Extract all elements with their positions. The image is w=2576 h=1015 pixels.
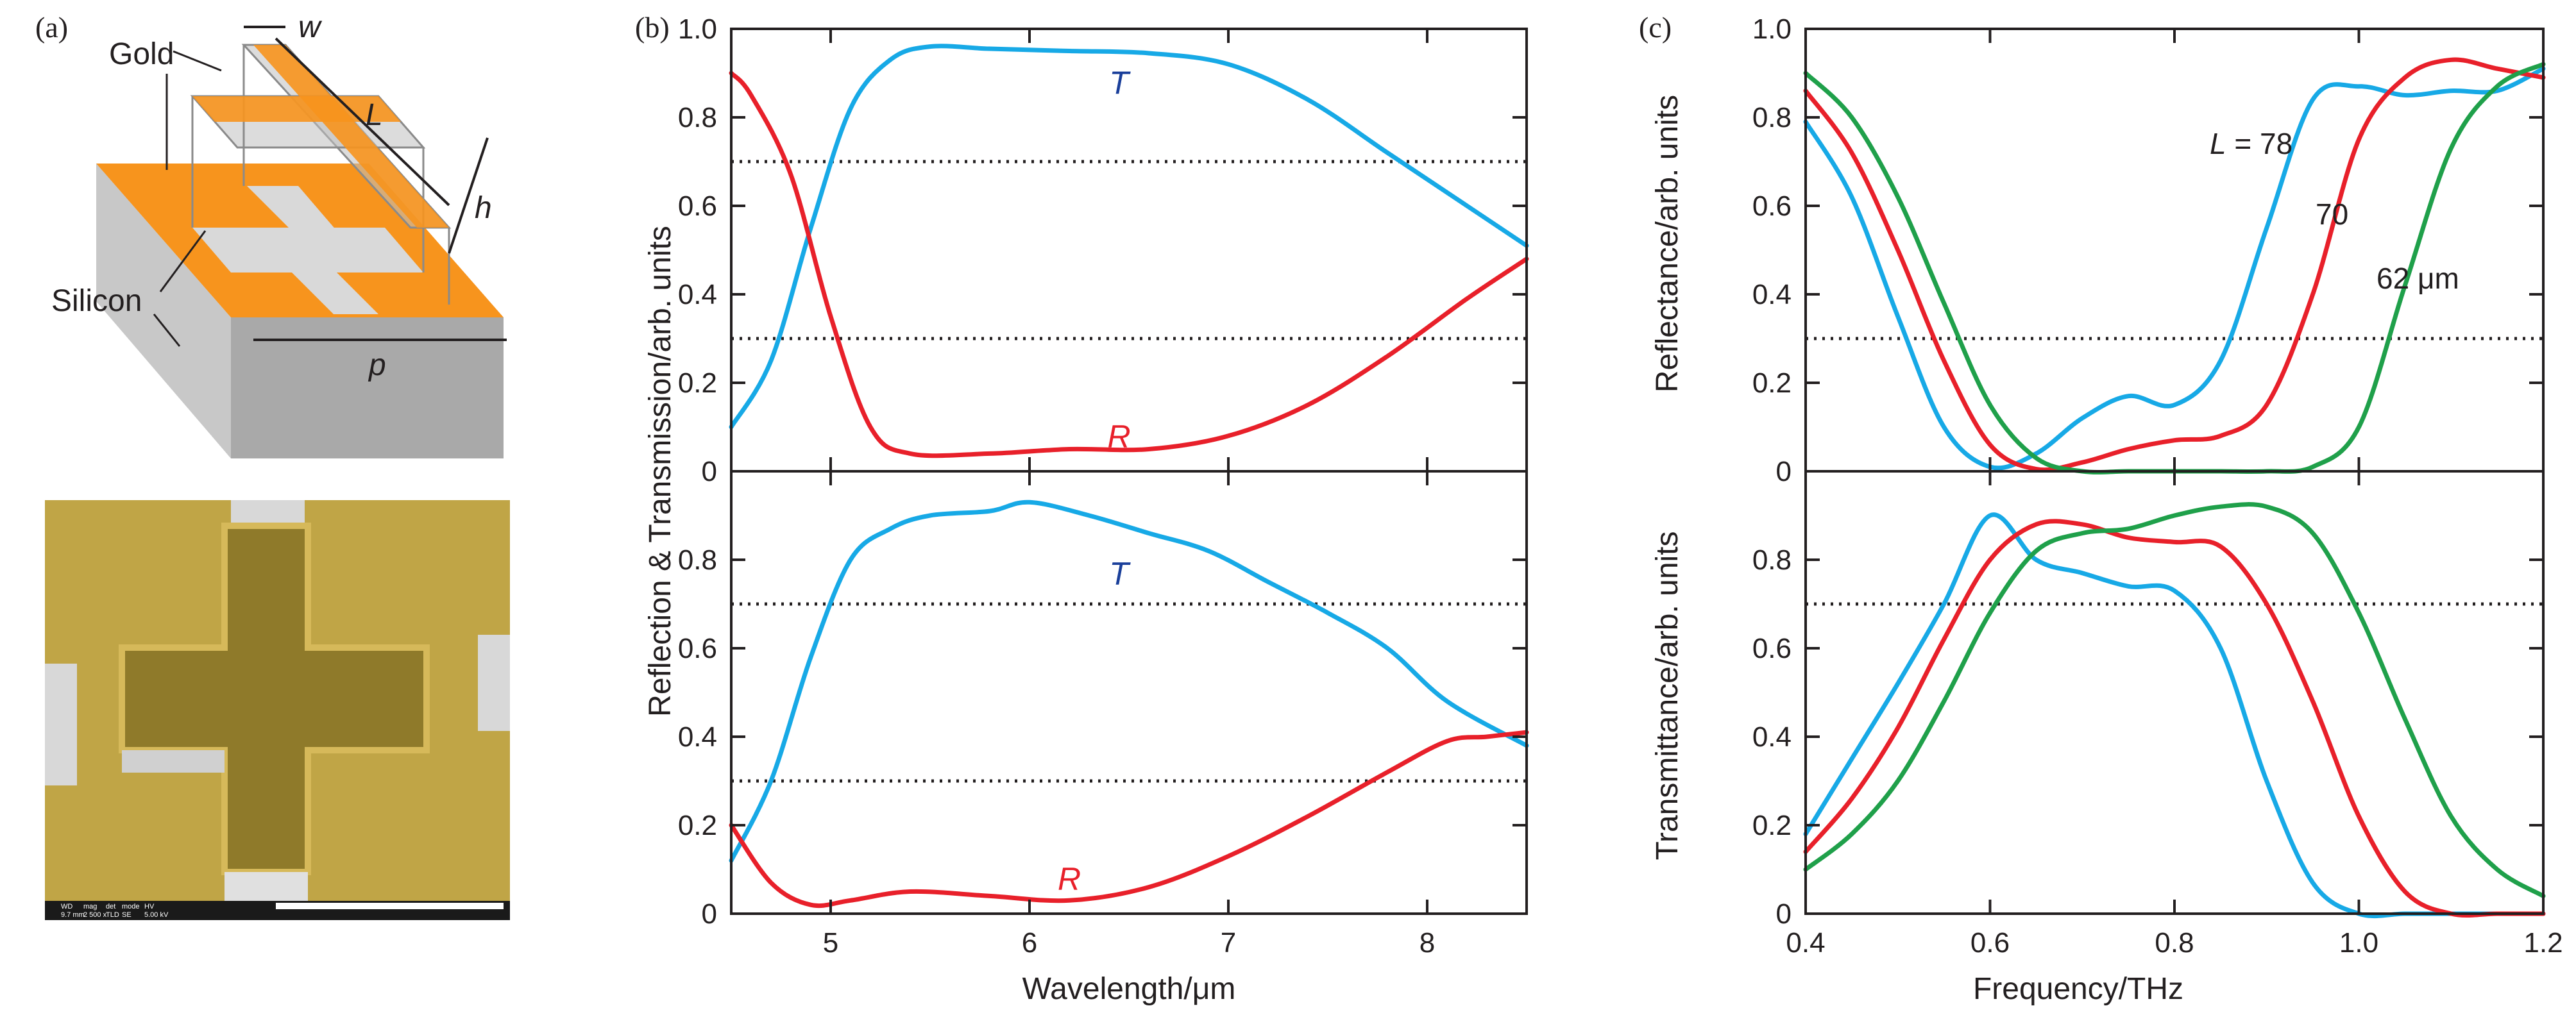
sem-databar-field: WD: [61, 903, 72, 910]
x-tick-label: 0.6: [1970, 927, 2010, 959]
series-b_bottom-r-line: [729, 730, 1529, 909]
silicon-front-face: [231, 317, 504, 458]
y-tick-label: 0.8: [1752, 102, 1792, 133]
x-tick-label: 8: [1419, 927, 1435, 959]
sem-micrograph: WD mag det mode HV 9.7 mm 2 500 x TLD SE…: [45, 500, 510, 920]
series-c_top-l-78-line: [1803, 66, 2546, 471]
sem-neighbor-right: [478, 635, 510, 731]
y-axis-title-c-bottom: Transmittance/arb. units: [1650, 531, 1684, 860]
y-axis-title-b: Reflection & Transmission/arb. units: [643, 226, 677, 717]
sem-databar-field: TLD: [106, 911, 119, 919]
h-dimension-arrow: [448, 137, 489, 254]
sem-databar-field: HV: [144, 903, 155, 910]
gold-strip-long: [253, 45, 449, 228]
y-tick-label: 0.6: [1752, 190, 1792, 222]
series-b_top-r-line: [729, 71, 1529, 458]
panel-label-c: (c): [1639, 11, 1672, 44]
x-tick-label: 1.0: [2339, 927, 2378, 959]
cross-slot-bottom-arm: [292, 273, 378, 314]
y-tick-label: 0.2: [1752, 810, 1792, 841]
y-tick-label: 0.8: [1752, 544, 1792, 576]
silicon-pointer: [159, 230, 207, 292]
gold-pointer: [173, 50, 222, 72]
w-label: w: [298, 10, 323, 44]
plot-frame: [730, 28, 1528, 473]
y-tick-label: 0.6: [1752, 633, 1792, 664]
sem-databar-field: mode: [122, 903, 140, 910]
y-tick-label: 1.0: [1752, 13, 1792, 45]
sem-databar-field: 2 500 x: [83, 911, 107, 919]
x-tick-label: 7: [1221, 927, 1236, 959]
y-axis-title-c-top: Reflectance/arb. units: [1650, 95, 1684, 392]
metasurface-schematic: Gold Silicon w L h p: [51, 10, 507, 458]
L-dimension-arrow: [275, 37, 450, 206]
annotation-L78: L = 78: [2210, 127, 2292, 160]
chart-c-transmittance: 0 0.2 0.4 0.6 0.8 0.4 0.6 0.8 1.0 1.2: [1752, 470, 2563, 959]
y-tick-label: 0: [702, 898, 717, 930]
chart-b-reflection-transmission-top: T R 0 0.2 0.4 0.6 0.8 1.0: [678, 13, 1529, 487]
x-tick-label: 0.8: [2155, 927, 2194, 959]
y-tick-label: 0.4: [678, 279, 717, 310]
y-tick-label: 0.8: [678, 102, 717, 133]
sem-databar-text: WD mag det mode HV 9.7 mm 2 500 x TLD SE…: [61, 903, 169, 919]
series-b_bottom-t-line: [729, 499, 1529, 863]
chart-c-reflectance: 0 0.2 0.4 0.6 0.8 1.0: [1752, 13, 2546, 487]
h-label: h: [475, 191, 492, 225]
cross-slot-horizontal: [192, 228, 423, 273]
panel-label-b: (b): [635, 11, 670, 44]
y-tick-label: 0: [702, 456, 717, 487]
gold-strip-short: [192, 96, 401, 122]
silicon-label: Silicon: [51, 284, 142, 318]
series-b_top-t-line: [729, 44, 1529, 430]
series-c_bottom-70-line: [1803, 519, 2546, 918]
y-tick-label: 0.4: [1752, 721, 1792, 753]
panel-label-a: (a): [35, 11, 68, 44]
sem-databar-field: SE: [122, 911, 131, 919]
y-tick-label: 0.2: [678, 810, 717, 841]
y-tick-label: 0: [1776, 456, 1792, 487]
y-tick-label: 0.4: [678, 721, 717, 753]
L-label: L: [366, 98, 383, 132]
sem-databar-field: 9.7 mm: [61, 911, 85, 919]
annotation-62um: 62 μm: [2377, 262, 2459, 295]
y-tick-label: 0.4: [1752, 279, 1792, 310]
x-tick-label: 1.2: [2523, 927, 2563, 959]
sem-neighbor-left: [45, 664, 77, 785]
series-label-T: T: [1109, 65, 1131, 101]
annotation-70: 70: [2316, 197, 2348, 231]
sem-wall-top: [231, 500, 305, 526]
series-label-R: R: [1058, 861, 1081, 897]
series-c_bottom-l-78-line: [1803, 512, 2546, 919]
plot-frame: [730, 470, 1528, 915]
x-tick-label: 0.4: [1786, 927, 1825, 959]
y-tick-label: 0: [1776, 898, 1792, 930]
y-tick-label: 1.0: [678, 13, 717, 45]
series-c_top-70-line: [1803, 57, 2546, 473]
series-label-T: T: [1109, 556, 1131, 592]
x-tick-label: 5: [823, 927, 838, 959]
sem-databar-field: mag: [83, 903, 97, 910]
silicon-pointer: [153, 314, 181, 347]
x-tick-label: 6: [1022, 927, 1037, 959]
gold-label: Gold: [109, 37, 174, 71]
series-label-R: R: [1107, 419, 1130, 455]
y-tick-label: 0.6: [678, 633, 717, 664]
sem-scalebar: [276, 903, 504, 909]
series-c_bottom-62-m-line: [1803, 502, 2546, 898]
x-axis-title-c: Frequency/THz: [1973, 972, 2183, 1006]
y-tick-label: 0.2: [678, 367, 717, 399]
sem-cross-wall: [122, 750, 225, 773]
silicon-left-face: [96, 164, 231, 458]
y-tick-label: 0.2: [1752, 367, 1792, 399]
y-tick-label: 0.6: [678, 190, 717, 222]
sem-databar-field: det: [106, 903, 115, 910]
chart-b-reflection-transmission-bottom: T R 0 0.2 0.4 0.6 0.8 5 6 7 8: [678, 470, 1529, 959]
p-label: p: [368, 348, 386, 382]
y-tick-label: 0.8: [678, 544, 717, 576]
x-axis-title-b: Wavelength/μm: [1022, 972, 1236, 1006]
cross-slot-top-arm: [247, 186, 337, 231]
sem-cross-wall: [225, 872, 308, 901]
sem-databar-field: 5.00 kV: [144, 911, 169, 919]
